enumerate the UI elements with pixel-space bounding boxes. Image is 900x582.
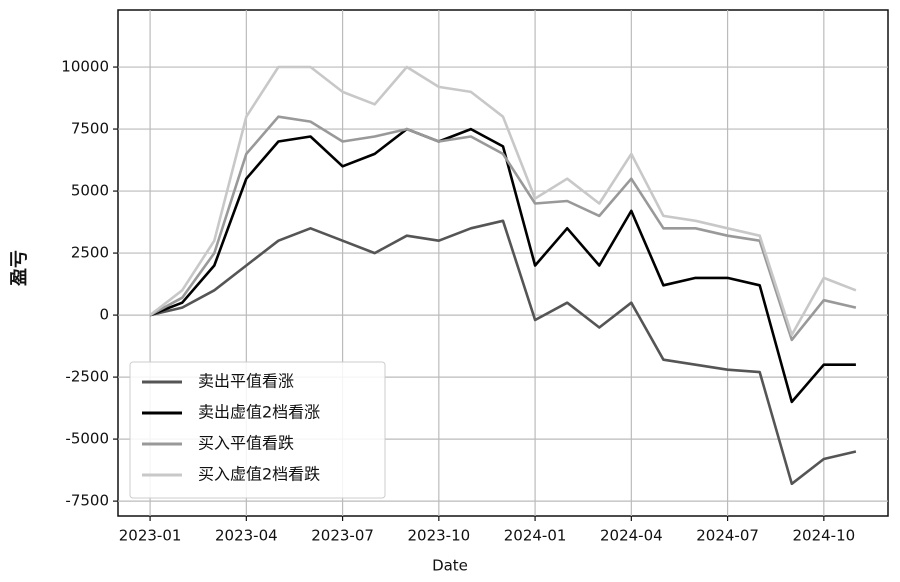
y-tick-label: -2500 <box>65 368 109 386</box>
legend-label: 买入虚值2档看跌 <box>198 465 320 484</box>
y-tick-label: 7500 <box>71 120 109 138</box>
y-tick-label: 5000 <box>71 182 109 200</box>
x-tick-label: 2024-07 <box>696 527 759 545</box>
x-tick-label: 2024-01 <box>504 527 567 545</box>
x-axis-label: Date <box>432 557 468 575</box>
legend-box <box>129 361 386 499</box>
x-tick-label: 2023-10 <box>407 527 470 545</box>
y-tick-label: -7500 <box>65 492 109 510</box>
series-line <box>149 65 857 337</box>
y-axis-label: 盈亏 <box>9 250 30 287</box>
y-tick-label: 2500 <box>71 244 109 262</box>
legend-label: 卖出平值看涨 <box>198 372 294 391</box>
y-tick-label: 10000 <box>61 58 109 76</box>
legend-label: 买入平值看跌 <box>198 434 294 453</box>
series-line <box>149 127 856 404</box>
x-tick-label: 2023-07 <box>311 527 374 545</box>
series-line <box>149 219 857 486</box>
x-tick-label: 2024-10 <box>792 527 855 545</box>
series-line <box>149 115 857 342</box>
x-tick-label: 2023-04 <box>215 527 278 545</box>
legend-label: 卖出虚值2档看涨 <box>198 403 320 422</box>
y-tick-label: 0 <box>99 306 109 324</box>
x-tick-label: 2024-04 <box>600 527 663 545</box>
x-tick-label: 2023-01 <box>119 527 182 545</box>
y-tick-label: -5000 <box>65 430 109 448</box>
